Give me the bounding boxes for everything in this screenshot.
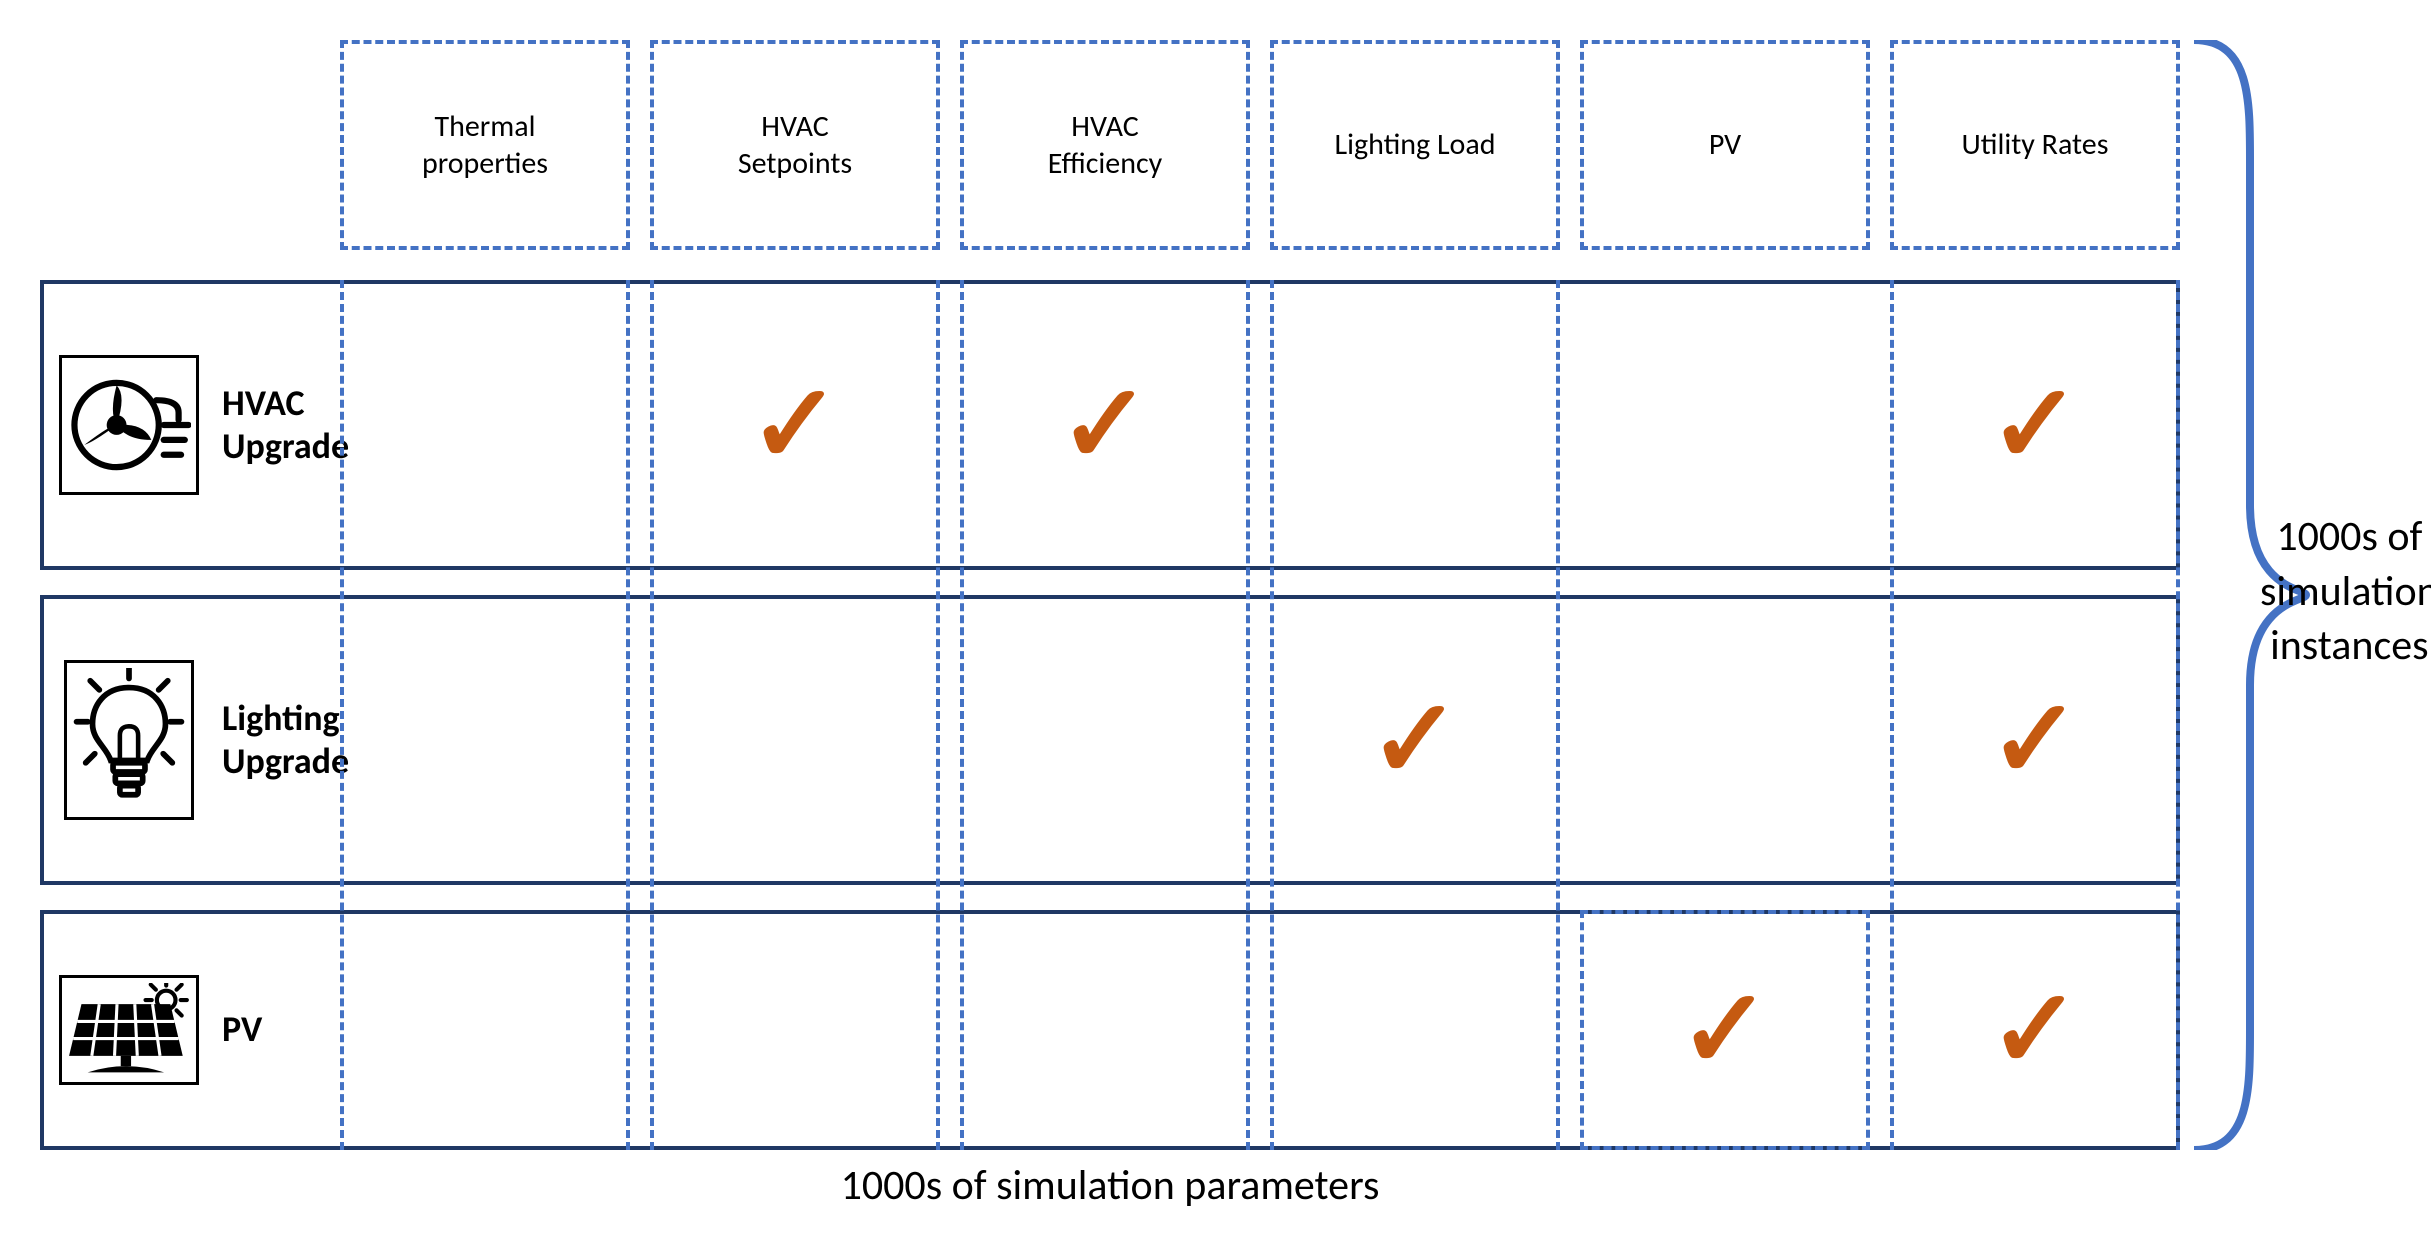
col-header-4-line-0: PV [1709,126,1741,164]
row-icon-box-2 [44,914,214,1146]
brace-label-line-0: 1000s of [2260,510,2431,565]
row-label-0: HVACUpgrade [214,382,349,468]
check-r1-c3: ✓ [1369,685,1461,795]
row-icon-pv [59,975,199,1085]
check-r2-c4: ✓ [1679,975,1771,1085]
solar-panel-icon [67,983,191,1077]
check-r2-c5: ✓ [1989,975,2081,1085]
row-icon-hvac [59,355,199,495]
col-header-5: Utility Rates [1890,40,2180,250]
row-label-1: LightingUpgrade [214,697,349,783]
hvac-fan-icon [67,363,191,487]
brace-label-line-2: instances [2260,619,2431,674]
diagram-root: ThermalpropertiesHVACSetpointsHVACEffici… [40,40,2391,1210]
col-header-0: Thermalproperties [340,40,630,250]
lightbulb-icon [72,668,186,812]
col-header-2: HVACEfficiency [960,40,1250,250]
brace-label: 1000s ofsimulationinstances [2260,510,2431,674]
col-header-5-line-0: Utility Rates [1962,126,2109,164]
col-extension-0 [340,280,630,1150]
col-header-4: PV [1580,40,1870,250]
row-label-1-line-1: Upgrade [222,740,349,783]
brace-label-line-1: simulation [2260,565,2431,620]
col-header-1-line-0: HVAC [761,108,828,146]
row-label-1-line-0: Lighting [222,697,349,740]
col-header-2-line-1: Efficiency [1048,145,1162,183]
row-icon-box-0 [44,284,214,566]
col-header-3: Lighting Load [1270,40,1560,250]
row-label-2: PV [214,1008,262,1051]
row-icon-lighting [64,660,194,820]
check-r0-c5: ✓ [1989,370,2081,480]
col-header-0-line-1: properties [422,145,548,183]
col-header-1: HVACSetpoints [650,40,940,250]
check-r0-c1: ✓ [749,370,841,480]
footer-label: 1000s of simulation parameters [40,1160,2180,1211]
col-header-1-line-1: Setpoints [738,145,852,183]
row-label-0-line-0: HVAC [222,382,349,425]
check-r1-c5: ✓ [1989,685,2081,795]
check-r0-c2: ✓ [1059,370,1151,480]
row-label-2-line-0: PV [222,1008,262,1051]
col-header-2-line-0: HVAC [1071,108,1138,146]
row-icon-box-1 [44,599,214,881]
col-header-3-line-0: Lighting Load [1334,126,1495,164]
row-label-0-line-1: Upgrade [222,425,349,468]
col-header-0-line-0: Thermal [435,108,536,146]
